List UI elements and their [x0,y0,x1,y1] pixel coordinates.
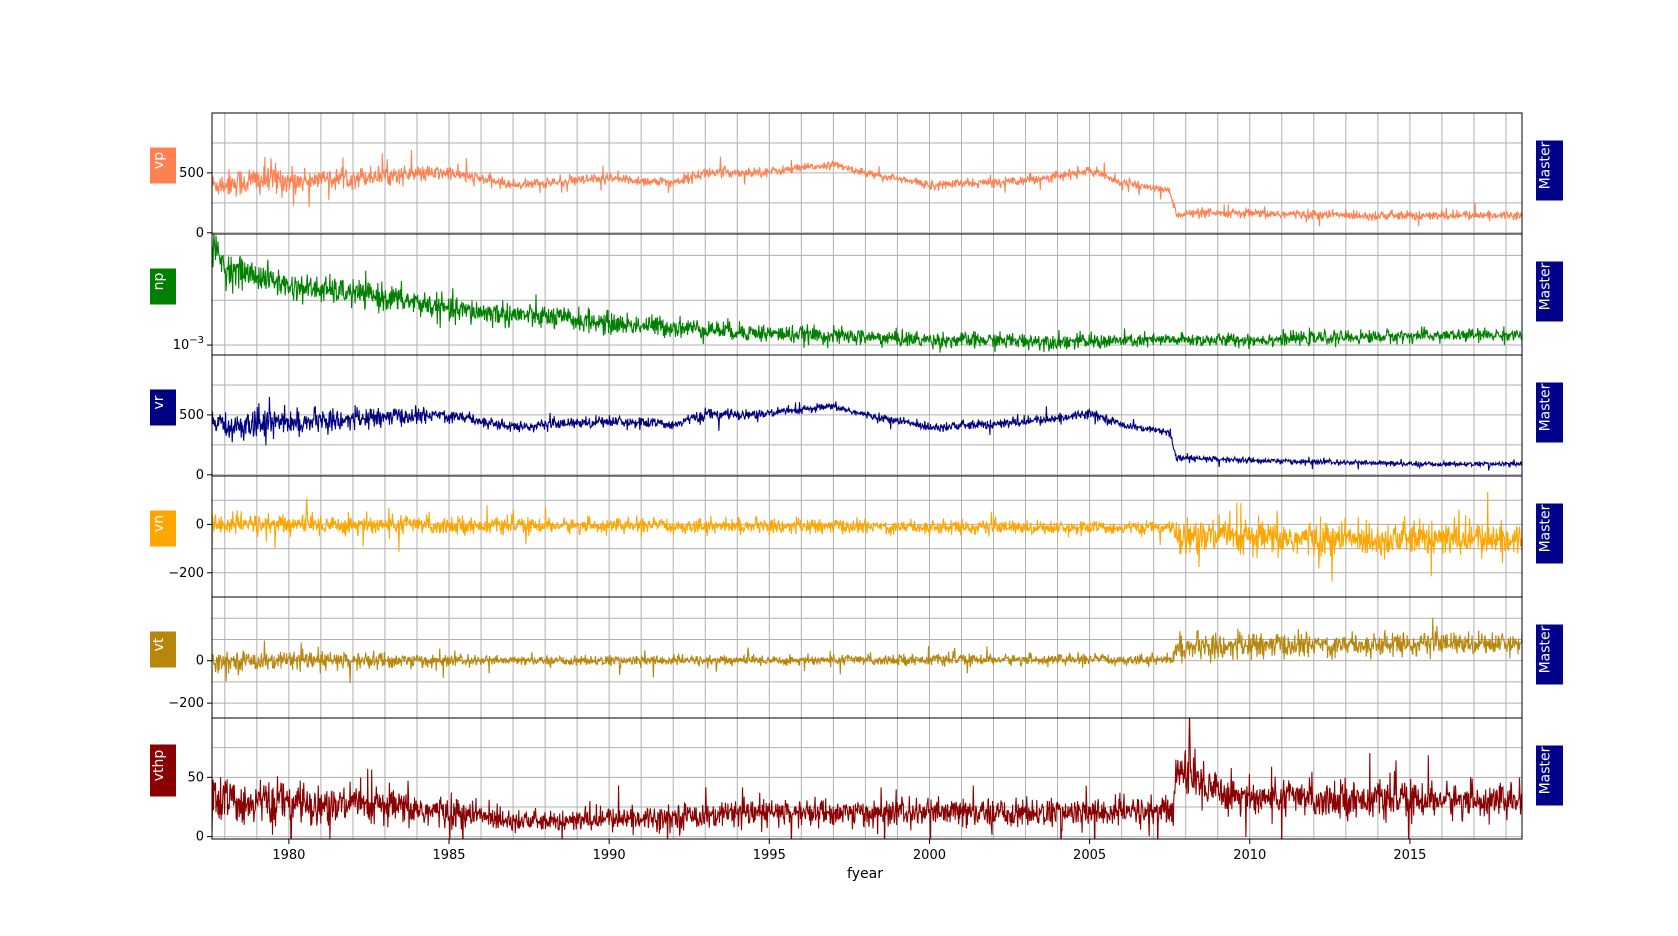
master-badge-label: Master [1538,746,1554,794]
x-tick-label: 1985 [432,848,465,863]
frame-layer [207,112,1523,844]
x-tick-label: 2005 [1073,848,1106,863]
panel-badge-vn [150,510,176,547]
panel-badge-vthp [150,744,176,797]
panel-badge-vt [150,631,176,668]
panel-frame-vthp [211,717,1523,840]
panel-name-vr: vr [151,395,167,409]
series-line-vthp [212,718,1522,839]
x-tick-label: 2015 [1393,848,1426,863]
panel-badge-np [150,268,176,305]
master-badge-label: Master [1538,383,1554,431]
master-badge [1536,624,1563,685]
y-tick-label: 0 [196,468,204,483]
master-badge-label: Master [1538,504,1554,552]
panel-name-vt: vt [151,637,167,651]
y-tick-label: 0 [196,226,204,241]
series-line-vp [212,149,1522,227]
x-tick-label: 1990 [593,848,626,863]
x-tick-label: 1995 [753,848,786,863]
series-line-vt [212,617,1522,684]
series-line-vr [212,396,1522,471]
y-tick-label: 0 [196,517,204,532]
master-badge [1536,261,1563,322]
master-badge-label: Master [1538,625,1554,673]
panel-name-vp: vp [151,152,167,169]
y-tick-label: 500 [179,166,204,181]
y-tick-label: 50 [187,770,204,785]
master-badge [1536,382,1563,443]
x-tick-label: 1980 [272,848,305,863]
master-badge-label: Master [1538,262,1554,310]
master-badge-label: Master [1538,141,1554,189]
panel-badge-vr [150,389,176,426]
series-line-np [212,234,1522,353]
y-tick-label: 0 [196,830,204,845]
master-badge [1536,503,1563,564]
master-badge [1536,745,1563,806]
x-tick-label: 2000 [913,848,946,863]
y-tick-label: −200 [168,696,204,711]
panel-name-vthp: vthp [151,750,167,782]
x-axis-label: fyear [847,866,883,882]
series-line-vn [212,491,1522,582]
y-tick-label: 500 [179,408,204,423]
panel-badge-vp [150,147,176,184]
y-tick-label: 0 [196,654,204,669]
x-tick-label: 2010 [1233,848,1266,863]
master-badge [1536,140,1563,201]
panel-name-np: np [151,273,167,291]
series-layer [212,149,1522,839]
y-tick-label: −200 [168,566,204,581]
y-tick-label: 10−3 [173,335,204,353]
panel-name-vn: vn [151,515,167,532]
